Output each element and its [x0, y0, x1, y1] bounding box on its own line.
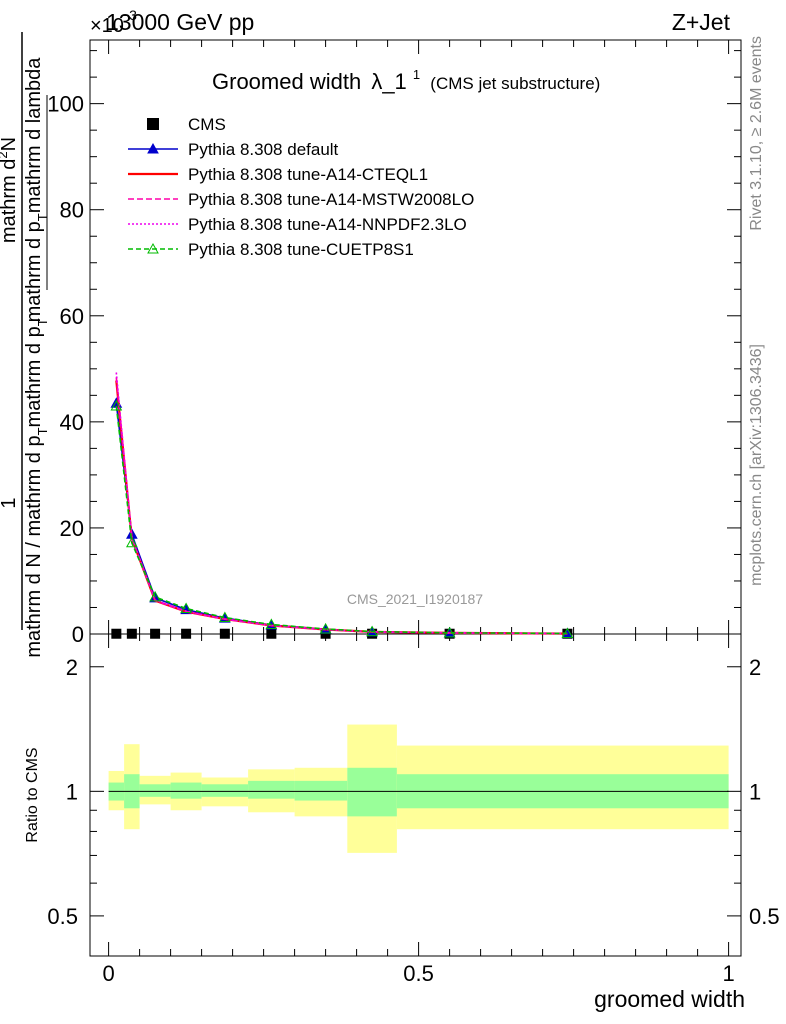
main-y-tick-label: 40	[60, 410, 84, 435]
x-axis-label: groomed width	[594, 986, 745, 1012]
series-line	[115, 403, 568, 635]
ratio-bands	[108, 724, 729, 853]
ratio-y-tick-label: 1	[66, 779, 78, 804]
y-label-frac-num: mathrm d2N	[0, 137, 20, 243]
plot-title-main: Groomed width	[212, 69, 361, 94]
cms-data-point	[126, 628, 137, 639]
ratio-band-inner	[248, 780, 295, 799]
ratio-band-inner	[201, 784, 249, 797]
y-label-fnum-sup: 2	[0, 151, 10, 158]
y-label-den-text: mathrm d N / mathrm d p	[23, 435, 45, 657]
legend-label: Pythia 8.308 tune-A14-CTEQL1	[188, 165, 428, 184]
ratio-panel-frame	[89, 633, 742, 957]
series-marker	[561, 627, 574, 639]
y-label-numerator: 1	[0, 497, 20, 508]
legend-marker	[147, 242, 159, 254]
y-label-den-tail-sub: T	[35, 318, 50, 326]
series-marker	[126, 536, 138, 548]
axis-exponent: ×10	[90, 15, 124, 37]
ratio-y-tick-label-right: 2	[749, 655, 761, 680]
cms-data-point	[219, 628, 230, 639]
y-label-fnum-tail: N	[0, 137, 20, 151]
series-line	[115, 377, 568, 635]
cms-data-point	[266, 628, 277, 639]
series-line	[115, 405, 568, 635]
main-y-ticks: 0 20 40 60 80 100	[47, 50, 741, 647]
y-label-fnum-text: mathrm d	[0, 159, 20, 243]
main-y-tick-label: 80	[60, 198, 84, 223]
ratio-y-tick-label-right: 1	[749, 779, 761, 804]
y-label-fden-text: mathrm d p	[23, 221, 45, 322]
x-tick-label: 1	[722, 961, 734, 986]
y-label-denominator: mathrm d N / mathrm d pTmathrm d pT	[23, 318, 50, 657]
ratio-y-label: Ratio to CMS	[24, 747, 41, 842]
series-line	[115, 380, 568, 635]
ratio-band-inner	[139, 784, 171, 797]
main-y-tick-label: 60	[60, 304, 84, 329]
analysis-watermark: CMS_2021_I1920187	[347, 591, 483, 607]
plot-title-sub: (CMS jet substructure)	[430, 74, 600, 93]
cms-data-point	[181, 628, 192, 639]
ratio-y-tick-label: 0.5	[47, 904, 78, 929]
y-label-frac-den: mathrm d pTmathrm d lambda	[23, 57, 50, 323]
series-marker	[149, 590, 161, 602]
header-process: Z+Jet	[672, 9, 731, 35]
series-marker	[265, 618, 278, 629]
legend-label: CMS	[188, 115, 226, 134]
legend: CMS Pythia 8.308 default Pythia 8.308 tune…	[128, 115, 474, 259]
x-tick-label: 0	[102, 961, 114, 986]
series-marker	[110, 399, 123, 411]
cms-data-point	[150, 628, 161, 639]
ratio-y-tick-label-right: 0.5	[749, 904, 780, 929]
y-label-den-tail: mathrm d p	[23, 326, 45, 427]
legend-label: Pythia 8.308 tune-A14-MSTW2008LO	[188, 190, 474, 209]
legend-label: Pythia 8.308 tune-A14-NNPDF2.3LO	[188, 215, 467, 234]
series-marker	[443, 626, 456, 638]
series-marker	[219, 611, 231, 623]
x-ticks: 0 0.5 1	[102, 40, 735, 986]
ratio-y-tick-label: 2	[66, 655, 78, 680]
plot-title: Groomed width λ_1 1 (CMS jet substructur…	[212, 59, 600, 94]
ratio-band-inner	[170, 782, 202, 799]
series-marker	[319, 622, 332, 634]
main-y-label: 1 mathrm d N / mathrm d pTmathrm d pT ma…	[0, 32, 50, 658]
y-label-fden-sub: T	[35, 213, 50, 221]
ratio-band-inner	[347, 767, 397, 817]
y-label-fden-tail: mathrm d lambda	[23, 57, 45, 213]
series-marker	[180, 602, 192, 614]
main-series	[110, 372, 574, 639]
main-y-tick-label: 100	[47, 92, 84, 117]
main-y-tick-label: 20	[60, 516, 84, 541]
cms-data-point	[320, 628, 331, 639]
legend-marker	[147, 142, 159, 154]
plot-title-lambda: λ_1	[371, 69, 406, 94]
series-line	[115, 372, 568, 635]
plot-title-lambda-sup: 1	[413, 67, 420, 82]
mcplots-info: mcplots.cern.ch [arXiv:1306.3436]	[748, 344, 765, 586]
cms-data-point	[111, 628, 122, 639]
series-marker	[366, 625, 378, 637]
x-tick-label: 0.5	[403, 961, 434, 986]
ratio-band-inner	[294, 780, 348, 801]
legend-marker-cms	[147, 118, 159, 130]
ratio-y-ticks: 0.5 0.5 1 1 2 2	[47, 655, 780, 957]
main-y-tick-label: 0	[72, 622, 84, 647]
header-energy: 13000 GeV pp	[106, 9, 254, 35]
legend-label: Pythia 8.308 default	[188, 140, 339, 159]
axis-exponent-power: −3	[121, 7, 137, 23]
y-label-den-sub: T	[35, 427, 50, 435]
legend-label: Pythia 8.308 tune-CUETP8S1	[188, 240, 414, 259]
rivet-info: Rivet 3.1.10, ≥ 2.6M events	[748, 36, 765, 231]
